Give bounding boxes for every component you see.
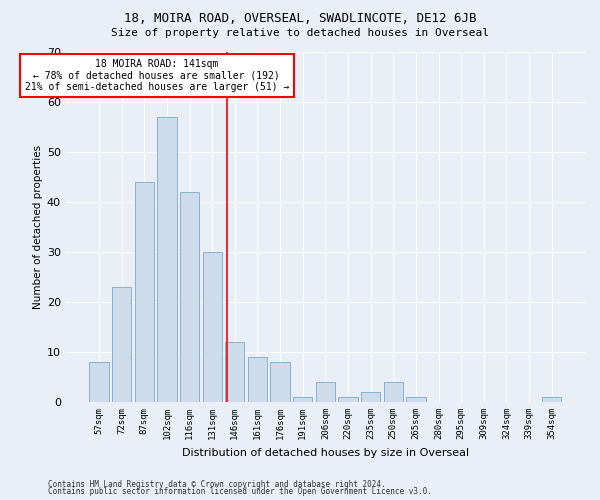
Bar [316, 382, 335, 402]
Bar [225, 342, 244, 402]
Text: Size of property relative to detached houses in Overseal: Size of property relative to detached ho… [111, 28, 489, 38]
Bar [383, 382, 403, 402]
Text: Contains public sector information licensed under the Open Government Licence v3: Contains public sector information licen… [48, 488, 432, 496]
Bar [180, 192, 199, 402]
Bar [406, 397, 425, 402]
X-axis label: Distribution of detached houses by size in Overseal: Distribution of detached houses by size … [182, 448, 469, 458]
Bar [203, 252, 222, 402]
Text: 18 MOIRA ROAD: 141sqm
← 78% of detached houses are smaller (192)
21% of semi-det: 18 MOIRA ROAD: 141sqm ← 78% of detached … [25, 59, 289, 92]
Bar [361, 392, 380, 402]
Bar [112, 287, 131, 402]
Text: 18, MOIRA ROAD, OVERSEAL, SWADLINCOTE, DE12 6JB: 18, MOIRA ROAD, OVERSEAL, SWADLINCOTE, D… [124, 12, 476, 26]
Bar [157, 116, 176, 402]
Bar [89, 362, 109, 402]
Bar [248, 357, 267, 402]
Bar [134, 182, 154, 402]
Bar [542, 397, 562, 402]
Bar [271, 362, 290, 402]
Y-axis label: Number of detached properties: Number of detached properties [32, 144, 43, 309]
Bar [338, 397, 358, 402]
Bar [293, 397, 313, 402]
Text: Contains HM Land Registry data © Crown copyright and database right 2024.: Contains HM Land Registry data © Crown c… [48, 480, 386, 489]
